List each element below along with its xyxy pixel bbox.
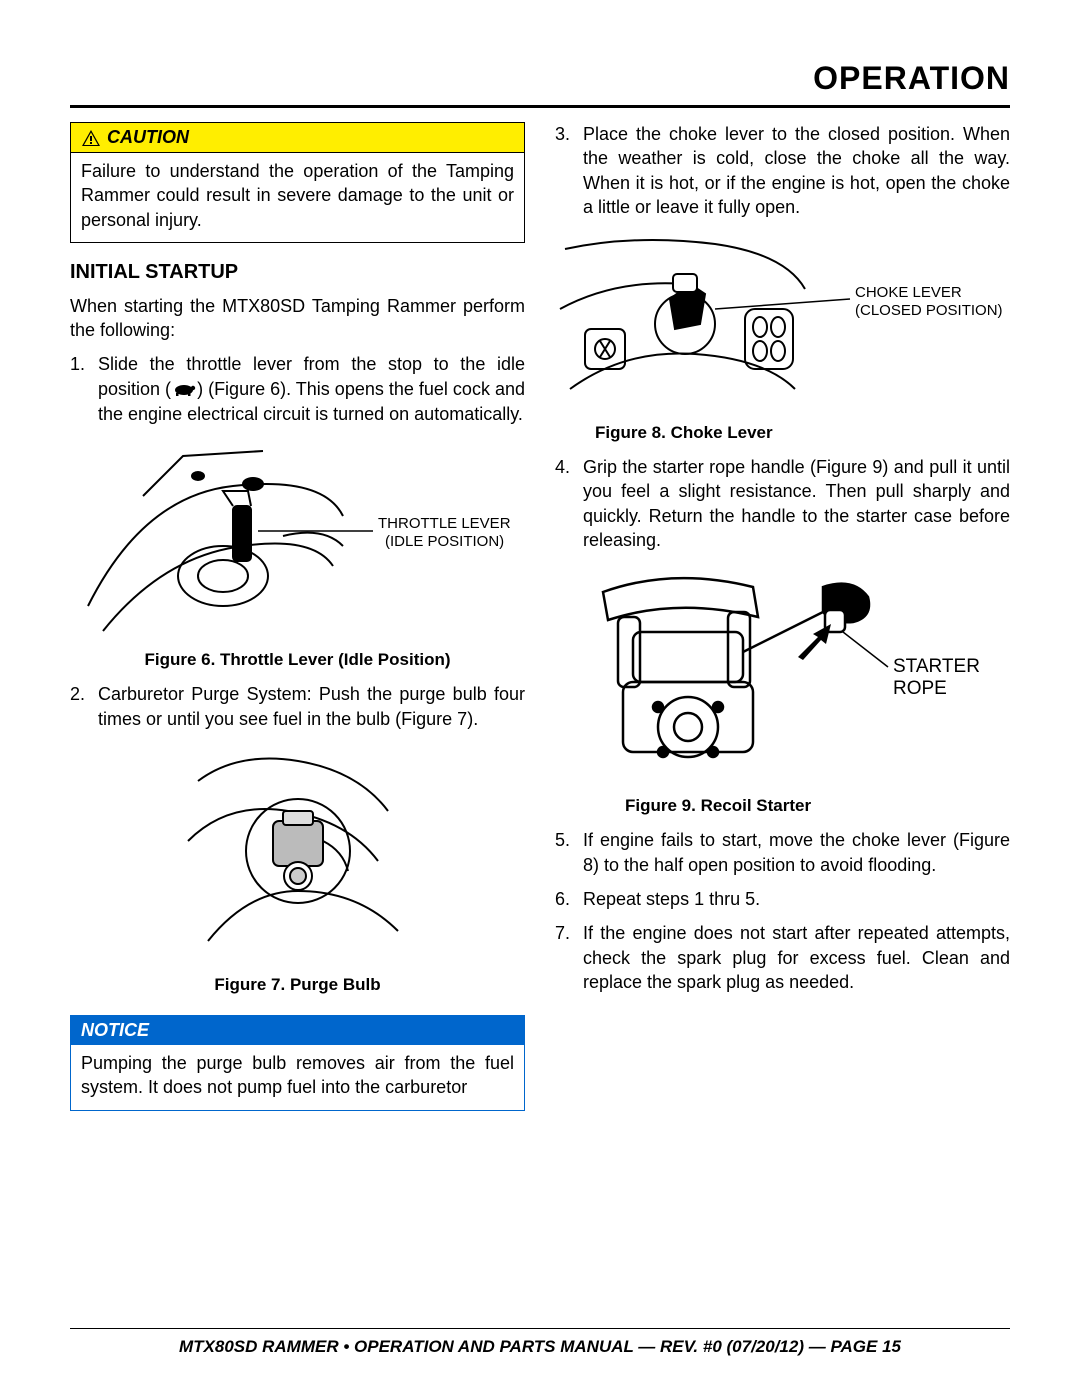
step-number: 4. xyxy=(555,455,570,479)
content-columns: CAUTION Failure to understand the operat… xyxy=(70,122,1010,1111)
step-3: 3. Place the choke lever to the closed p… xyxy=(555,122,1010,219)
caution-body: Failure to understand the operation of t… xyxy=(71,153,524,242)
step-1: 1. Slide the throttle lever from the sto… xyxy=(70,352,525,426)
fig6-label-2: (IDLE POSITION) xyxy=(385,533,504,550)
figure-9: STARTER ROPE xyxy=(555,562,1010,782)
warning-triangle-icon xyxy=(81,129,101,147)
footer-rule xyxy=(70,1328,1010,1329)
step-6-text: Repeat steps 1 thru 5. xyxy=(583,889,760,909)
step-2: 2. Carburetor Purge System: Push the pur… xyxy=(70,682,525,731)
fig6-label-1: THROTTLE LEVER xyxy=(378,515,511,532)
step-4: 4. Grip the starter rope handle (Figure … xyxy=(555,455,1010,552)
title-rule xyxy=(70,105,1010,108)
step-number: 3. xyxy=(555,122,570,146)
fig8-label-2: (CLOSED POSITION) xyxy=(855,302,1003,319)
step-4-text: Grip the starter rope handle (Figure 9) … xyxy=(583,457,1010,550)
notice-header: NOTICE xyxy=(71,1016,524,1045)
page-title: OPERATION xyxy=(70,60,1010,97)
figure-7-caption: Figure 7. Purge Bulb xyxy=(70,975,525,995)
caution-box: CAUTION Failure to understand the operat… xyxy=(70,122,525,243)
step-number: 2. xyxy=(70,682,85,706)
step-7: 7. If the engine does not start after re… xyxy=(555,921,1010,994)
step-7-text: If the engine does not start after repea… xyxy=(583,923,1010,992)
figure-6-caption: Figure 6. Throttle Lever (Idle Position) xyxy=(70,650,525,670)
step-number: 6. xyxy=(555,887,570,911)
figure-6: THROTTLE LEVER (IDLE POSITION) xyxy=(70,436,525,636)
step-2-text: Carburetor Purge System: Push the purge … xyxy=(98,684,525,728)
caution-label: CAUTION xyxy=(107,127,189,148)
fig9-label-1: STARTER xyxy=(893,656,980,677)
steps-list-right-2: 4. Grip the starter rope handle (Figure … xyxy=(555,455,1010,552)
fig8-label-1: CHOKE LEVER xyxy=(855,284,962,301)
footer-text: MTX80SD RAMMER • OPERATION AND PARTS MAN… xyxy=(70,1337,1010,1357)
notice-box: NOTICE Pumping the purge bulb removes ai… xyxy=(70,1015,525,1111)
figure-7 xyxy=(70,741,525,961)
step-6: 6. Repeat steps 1 thru 5. xyxy=(555,887,1010,911)
steps-list-right-1: 3. Place the choke lever to the closed p… xyxy=(555,122,1010,219)
left-column: CAUTION Failure to understand the operat… xyxy=(70,122,525,1111)
steps-list-left-2: 2. Carburetor Purge System: Push the pur… xyxy=(70,682,525,731)
steps-list-left: 1. Slide the throttle lever from the sto… xyxy=(70,352,525,426)
step-3-text: Place the choke lever to the closed posi… xyxy=(583,124,1010,217)
turtle-icon xyxy=(171,378,197,402)
step-number: 7. xyxy=(555,921,570,945)
fig9-label-2: ROPE xyxy=(893,678,947,699)
figure-8: CHOKE LEVER (CLOSED POSITION) xyxy=(555,229,1010,409)
steps-list-right-3: 5. If engine fails to start, move the ch… xyxy=(555,828,1010,994)
step-number: 5. xyxy=(555,828,570,852)
right-column: 3. Place the choke lever to the closed p… xyxy=(555,122,1010,1111)
figure-9-caption: Figure 9. Recoil Starter xyxy=(555,796,1010,816)
page-footer: MTX80SD RAMMER • OPERATION AND PARTS MAN… xyxy=(70,1328,1010,1357)
section-heading: INITIAL STARTUP xyxy=(70,261,525,284)
step-number: 1. xyxy=(70,352,85,376)
figure-8-caption: Figure 8. Choke Lever xyxy=(555,423,1010,443)
step-5: 5. If engine fails to start, move the ch… xyxy=(555,828,1010,877)
caution-header: CAUTION xyxy=(71,123,524,153)
section-intro: When starting the MTX80SD Tamping Rammer… xyxy=(70,294,525,343)
step-5-text: If engine fails to start, move the choke… xyxy=(583,830,1010,874)
notice-body: Pumping the purge bulb removes air from … xyxy=(71,1045,524,1110)
